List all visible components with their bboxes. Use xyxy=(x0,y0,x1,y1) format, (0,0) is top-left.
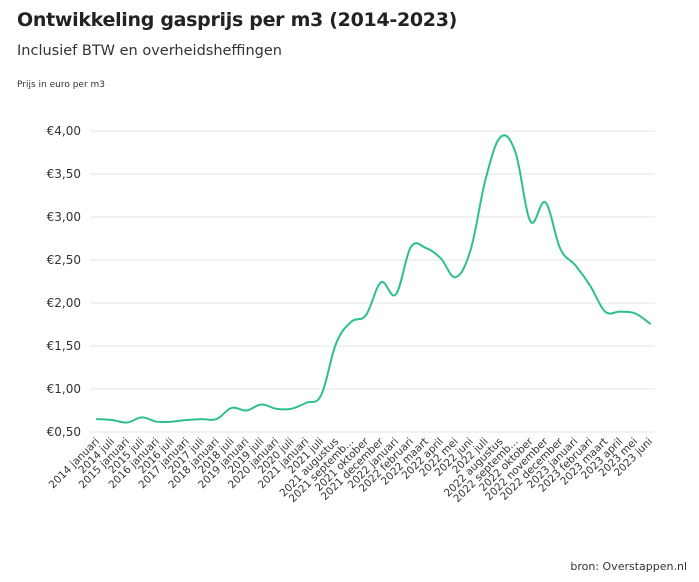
y-tick-label: €1,00 xyxy=(47,382,81,396)
y-tick-label: €3,50 xyxy=(47,167,81,181)
y-tick-label: €1,50 xyxy=(47,339,81,353)
y-axis-label: Prijs in euro per m3 xyxy=(17,80,106,90)
y-tick-label: €2,00 xyxy=(47,296,81,310)
series-group xyxy=(96,134,651,424)
chart-title: Ontwikkeling gasprijs per m3 (2014-2023) xyxy=(17,9,458,31)
series-line xyxy=(96,134,651,424)
y-tick-label: €4,00 xyxy=(47,124,81,138)
source-label: bron: Overstappen.nl xyxy=(570,560,687,573)
y-tick-label: €3,00 xyxy=(47,210,81,224)
y-tick-label: €2,50 xyxy=(47,253,81,267)
y-axis-ticks: €0,50 €1,00 €1,50 €2,00 €2,50 €3,00 €3,50 €4,00 xyxy=(47,124,81,439)
y-tick-label: €0,50 xyxy=(47,425,81,439)
gridlines xyxy=(90,130,655,433)
chart-subtitle: Inclusief BTW en overheidsheffingen xyxy=(17,43,282,59)
